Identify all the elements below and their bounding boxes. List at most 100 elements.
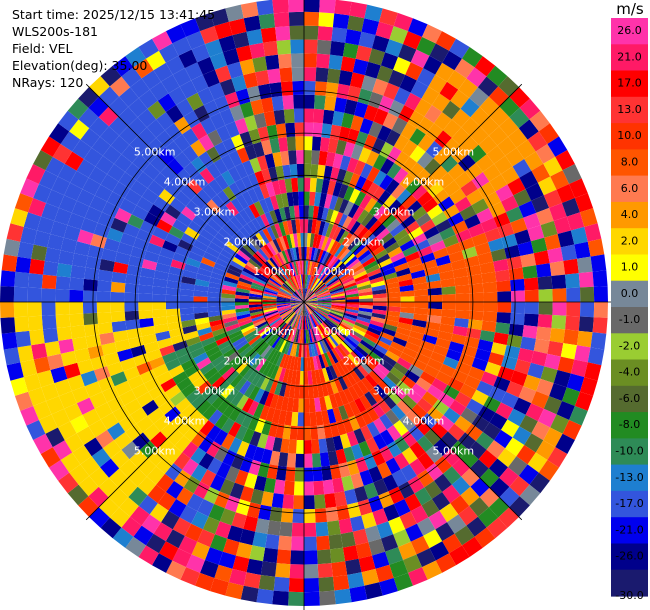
range-gate bbox=[300, 232, 304, 247]
range-gate bbox=[368, 241, 383, 254]
range-gate bbox=[458, 154, 476, 172]
range-gate bbox=[416, 548, 436, 568]
range-gate bbox=[335, 448, 347, 465]
range-gate bbox=[251, 282, 266, 290]
range-gate bbox=[580, 377, 598, 396]
range-gate bbox=[316, 53, 330, 69]
range-gate bbox=[17, 241, 34, 259]
range-gate bbox=[221, 417, 235, 434]
range-gate bbox=[368, 219, 383, 234]
range-gate bbox=[80, 128, 100, 148]
range-gate bbox=[207, 291, 222, 298]
range-gate bbox=[256, 271, 270, 282]
range-gate bbox=[317, 164, 326, 180]
range-gate bbox=[413, 307, 429, 315]
range-gate bbox=[120, 232, 137, 247]
range-gate bbox=[312, 205, 320, 221]
range-gate bbox=[304, 495, 315, 510]
range-gate bbox=[255, 341, 267, 354]
range-gate bbox=[379, 232, 394, 246]
range-gate bbox=[569, 406, 588, 426]
range-gate bbox=[366, 166, 380, 183]
range-gate bbox=[464, 214, 481, 229]
range-gate bbox=[464, 375, 481, 390]
range-gate bbox=[385, 241, 400, 254]
range-gate bbox=[316, 308, 329, 316]
range-gate bbox=[197, 87, 215, 105]
range-gate bbox=[247, 188, 259, 204]
range-gate bbox=[88, 419, 107, 438]
range-gate bbox=[359, 194, 372, 210]
range-gate bbox=[527, 225, 545, 242]
range-gate bbox=[89, 391, 107, 409]
range-gate bbox=[263, 307, 278, 313]
range-gate bbox=[356, 316, 371, 324]
range-gate bbox=[544, 353, 561, 370]
range-gate bbox=[461, 344, 478, 358]
range-gate bbox=[321, 353, 329, 368]
range-gate bbox=[477, 181, 496, 199]
range-gate bbox=[382, 112, 399, 130]
range-gate bbox=[193, 415, 209, 431]
range-gate bbox=[318, 339, 327, 354]
range-gate bbox=[147, 180, 165, 197]
range-gate bbox=[287, 313, 297, 326]
range-gate bbox=[279, 67, 293, 83]
range-gate bbox=[284, 311, 295, 323]
range-gate bbox=[383, 82, 400, 100]
range-gate bbox=[297, 302, 304, 315]
range-gate bbox=[225, 466, 240, 483]
range-gate bbox=[365, 354, 380, 367]
colorbar-tick-label: -8.0 bbox=[619, 418, 640, 431]
range-gate bbox=[468, 441, 487, 460]
range-gate bbox=[236, 440, 250, 457]
range-gate bbox=[246, 29, 263, 46]
range-gate bbox=[179, 295, 194, 302]
range-gate bbox=[458, 506, 478, 526]
range-gate bbox=[130, 407, 148, 424]
range-gate bbox=[286, 279, 296, 292]
range-gate bbox=[304, 288, 307, 302]
range-gate bbox=[345, 302, 360, 305]
range-gate bbox=[372, 366, 387, 381]
range-gate bbox=[384, 319, 399, 327]
range-gate bbox=[520, 336, 536, 351]
range-gate bbox=[239, 528, 256, 546]
range-gate bbox=[359, 469, 374, 486]
range-gate bbox=[510, 278, 525, 292]
range-gate bbox=[102, 440, 122, 459]
range-gate bbox=[369, 201, 383, 217]
range-gate bbox=[388, 69, 406, 88]
range-gate bbox=[412, 276, 427, 285]
range-gate bbox=[304, 357, 308, 372]
range-gate bbox=[311, 370, 317, 385]
range-gate bbox=[419, 219, 436, 233]
range-gate bbox=[529, 110, 550, 132]
range-gate bbox=[375, 253, 391, 265]
range-gate bbox=[184, 523, 203, 542]
colorbar-tick-label: -17.0 bbox=[615, 497, 643, 510]
range-gate bbox=[352, 528, 369, 546]
range-gate bbox=[295, 275, 301, 289]
range-gate bbox=[284, 281, 295, 293]
range-gate bbox=[430, 351, 446, 364]
range-gate bbox=[291, 370, 297, 385]
range-gate bbox=[121, 144, 140, 163]
range-gate bbox=[455, 302, 470, 311]
range-gate bbox=[282, 164, 291, 180]
range-gate bbox=[251, 355, 264, 370]
range-gate bbox=[441, 286, 456, 295]
range-gate bbox=[294, 314, 300, 329]
range-gate bbox=[83, 278, 98, 292]
range-gate bbox=[252, 339, 265, 351]
range-gate bbox=[252, 141, 265, 158]
range-gate bbox=[404, 493, 422, 512]
range-gate bbox=[523, 277, 539, 291]
range-ring-label: 1.00km bbox=[313, 325, 355, 338]
range-gate bbox=[198, 134, 215, 152]
range-gate bbox=[167, 273, 183, 283]
range-gate bbox=[405, 341, 421, 353]
range-gate bbox=[138, 545, 159, 566]
range-gate bbox=[95, 155, 114, 175]
range-gate bbox=[508, 456, 528, 476]
